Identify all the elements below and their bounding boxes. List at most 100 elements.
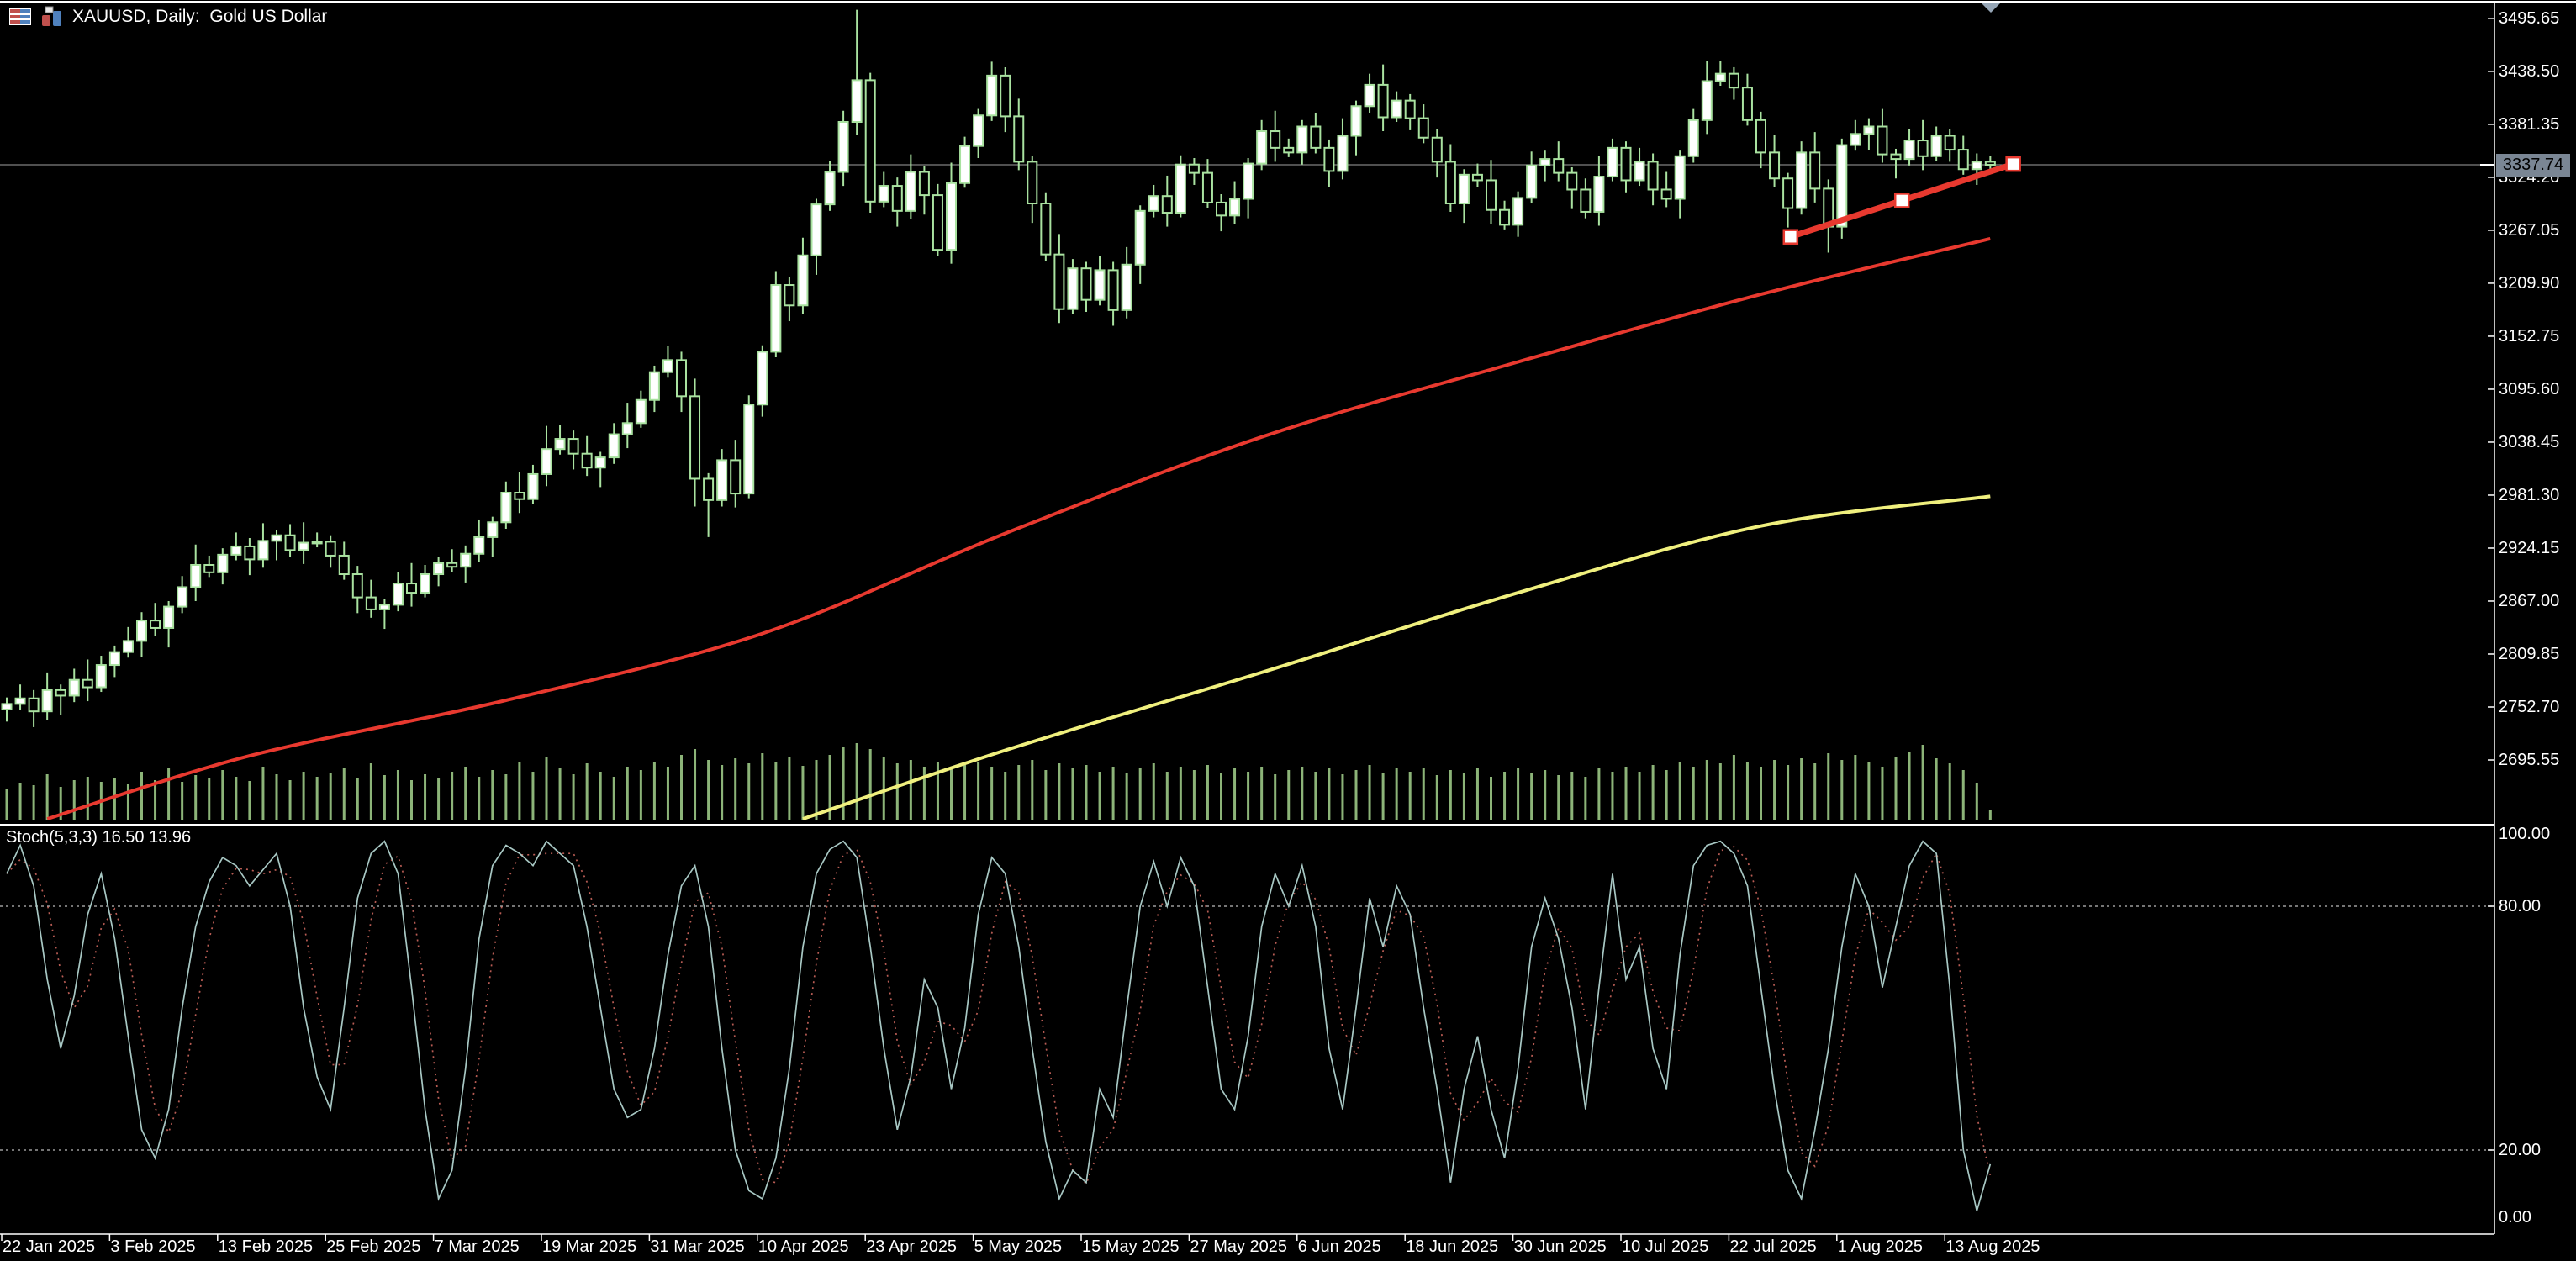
candle (1391, 91, 1402, 122)
candle (1040, 192, 1052, 261)
candle (177, 576, 188, 614)
candles-layer (1, 9, 1996, 727)
title-bar: XAUUSD, Daily: Gold US Dollar (8, 6, 327, 28)
price-axis-label: 2981.30 (2499, 485, 2560, 504)
candle (257, 523, 269, 568)
price-axis-label: 3267.05 (2499, 220, 2560, 240)
candle (554, 425, 566, 455)
date-label: 22 Jan 2025 (3, 1237, 96, 1256)
candle (1701, 61, 1713, 135)
price-axis-label: 2924.15 (2499, 538, 2560, 557)
candle (1620, 141, 1632, 193)
candle (1161, 175, 1173, 227)
candle (1107, 261, 1119, 326)
candle (1148, 184, 1159, 218)
candle (891, 177, 903, 227)
candle (95, 656, 107, 693)
price-axis-label: 3038.45 (2499, 432, 2560, 451)
date-label: 30 Jun 2025 (1513, 1237, 1607, 1256)
candle (433, 557, 445, 587)
candle (784, 277, 795, 322)
price-axis-label: 3209.90 (2499, 273, 2560, 293)
stoch-label: Stoch(5,3,3) 16.50 13.96 (6, 828, 192, 847)
ma-slow-line (802, 494, 1991, 820)
date-label: 5 May 2025 (974, 1237, 1063, 1256)
date-label: 22 Jul 2025 (1729, 1237, 1817, 1256)
candle (1890, 148, 1902, 179)
candle (635, 390, 647, 428)
candle (514, 472, 525, 514)
candle (1512, 191, 1524, 237)
candle (918, 166, 930, 215)
panel-separator[interactable] (0, 821, 2494, 828)
candle (1094, 256, 1106, 306)
price-axis-label: 2695.55 (2499, 751, 2560, 769)
candle (1283, 138, 1295, 157)
candle (1526, 151, 1538, 204)
candle (28, 689, 40, 727)
candle (1175, 155, 1186, 218)
trendline-handle[interactable] (1782, 229, 1799, 245)
candle (1, 697, 13, 722)
stoch-level-label: 80.00 (2499, 897, 2542, 915)
candle (1714, 61, 1726, 87)
candle (905, 154, 916, 219)
candle (770, 271, 782, 358)
date-label: 13 Feb 2025 (218, 1237, 314, 1256)
trendline-handle[interactable] (2005, 156, 2021, 172)
candle (82, 659, 93, 702)
candle (1134, 205, 1146, 284)
candle (1013, 98, 1025, 171)
candle (500, 481, 512, 529)
candle (1431, 129, 1443, 178)
candle (1444, 144, 1456, 212)
trendline[interactable] (1782, 156, 2021, 245)
candle (973, 108, 984, 158)
candle (1741, 73, 1753, 126)
candle (487, 516, 499, 557)
candle (420, 564, 431, 598)
date-axis[interactable]: 22 Jan 2025 3 Feb 2025 13 Feb 2025 25 Feb 2… (0, 1234, 2576, 1261)
trendline-handle[interactable] (1893, 193, 1910, 208)
candle (1553, 141, 1565, 182)
candle (878, 171, 889, 208)
candle (1310, 112, 1322, 154)
date-label: 10 Apr 2025 (757, 1237, 849, 1256)
price-axis-label: 2752.70 (2499, 698, 2560, 716)
candle (1647, 153, 1659, 206)
price-axis[interactable]: 3495.65 3438.50 3381.35 3324.20 3267.05 3209.… (2494, 0, 2576, 1261)
candle (1053, 234, 1065, 324)
candle (1471, 163, 1483, 187)
candle (108, 645, 120, 678)
candle (311, 532, 323, 548)
candle (1323, 139, 1335, 187)
candle (1863, 118, 1875, 150)
candle (1903, 129, 1915, 166)
candle (1607, 138, 1618, 182)
marker-layer (1981, 3, 2001, 13)
candle (1593, 156, 1605, 226)
candle (365, 579, 377, 618)
chart-shift-marker[interactable] (1981, 3, 2001, 13)
candle (460, 545, 472, 583)
candle (473, 519, 485, 562)
candle (716, 449, 728, 507)
candle (1957, 135, 1969, 175)
candle (217, 548, 229, 585)
date-label: 15 May 2025 (1082, 1237, 1180, 1256)
date-label: 7 Mar 2025 (434, 1237, 520, 1256)
candle (378, 599, 390, 630)
candle (1687, 108, 1699, 163)
date-label: 3 Feb 2025 (110, 1237, 196, 1256)
price-axis-label: 3095.60 (2499, 379, 2560, 398)
candle (14, 684, 26, 710)
candle (1674, 150, 1686, 219)
candle (1566, 167, 1578, 209)
candle (190, 544, 202, 601)
date-label: 18 Jun 2025 (1406, 1237, 1499, 1256)
date-label: 25 Feb 2025 (326, 1237, 421, 1256)
candle (527, 464, 539, 504)
chart-window-icon (42, 6, 61, 26)
